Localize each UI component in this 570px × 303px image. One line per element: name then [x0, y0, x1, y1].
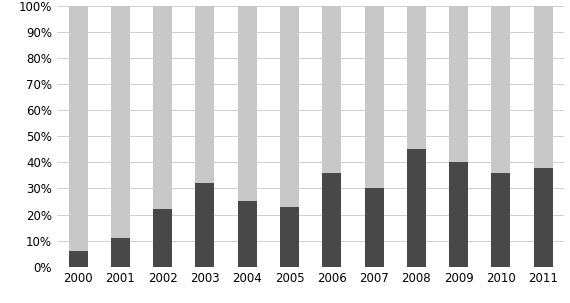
Bar	[491, 173, 510, 267]
Bar	[365, 6, 384, 188]
Bar	[111, 6, 130, 238]
Bar	[111, 238, 130, 267]
Bar	[534, 6, 553, 168]
Bar	[153, 6, 172, 209]
Bar	[534, 168, 553, 267]
Bar	[238, 201, 256, 267]
Bar	[68, 251, 88, 267]
Bar	[280, 207, 299, 267]
Bar	[407, 6, 426, 149]
Bar	[407, 149, 426, 267]
Bar	[68, 6, 88, 251]
Bar	[196, 6, 214, 183]
Bar	[449, 6, 468, 162]
Bar	[280, 6, 299, 207]
Bar	[365, 188, 384, 267]
Bar	[322, 6, 341, 173]
Bar	[153, 209, 172, 267]
Bar	[322, 173, 341, 267]
Bar	[238, 6, 256, 201]
Bar	[196, 183, 214, 267]
Bar	[491, 6, 510, 173]
Bar	[449, 162, 468, 267]
